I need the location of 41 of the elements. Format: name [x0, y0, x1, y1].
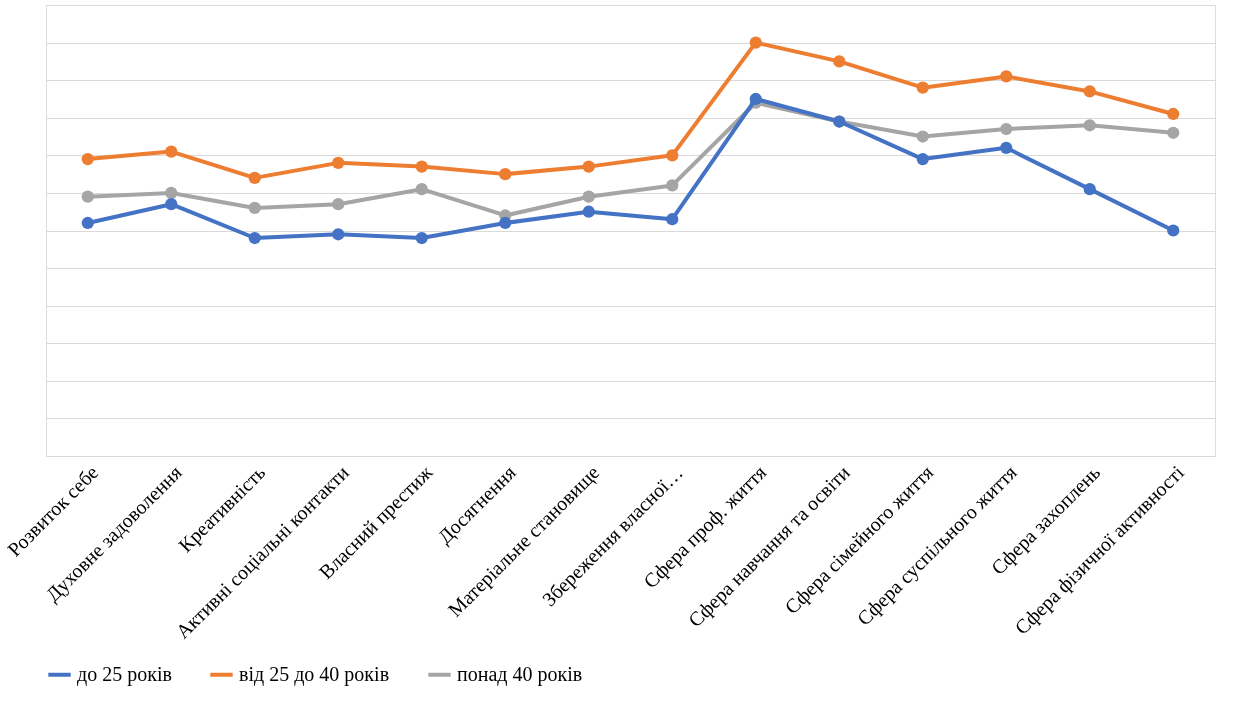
- point: [582, 190, 595, 203]
- point: [1167, 224, 1180, 237]
- point: [916, 130, 929, 143]
- point: [248, 171, 261, 184]
- point: [749, 36, 762, 49]
- point: [1000, 141, 1013, 154]
- point: [582, 205, 595, 218]
- point: [833, 55, 846, 68]
- point: [332, 156, 345, 169]
- point: [582, 160, 595, 173]
- point: [165, 198, 178, 211]
- point: [248, 231, 261, 245]
- point: [248, 201, 261, 215]
- point: [1167, 107, 1180, 121]
- point: [1000, 122, 1013, 136]
- point: [165, 145, 178, 158]
- point: [1167, 126, 1180, 139]
- point: [499, 216, 512, 230]
- point: [749, 92, 762, 106]
- legend-label: від 25 до 40 років: [239, 662, 390, 686]
- point: [332, 228, 345, 241]
- point: [415, 231, 428, 245]
- point: [332, 198, 345, 211]
- point: [1083, 119, 1096, 132]
- point: [666, 149, 679, 162]
- point: [1000, 70, 1013, 83]
- legend-label: до 25 років: [77, 662, 172, 686]
- point: [81, 190, 94, 203]
- point: [666, 213, 679, 226]
- point: [165, 186, 178, 200]
- point: [81, 216, 94, 230]
- point: [1083, 85, 1096, 98]
- legend-label: понад 40 років: [457, 662, 583, 686]
- point: [916, 152, 929, 166]
- point: [415, 160, 428, 173]
- point: [1083, 183, 1096, 196]
- point: [666, 179, 679, 192]
- point: [81, 152, 94, 166]
- point: [916, 81, 929, 94]
- point: [415, 183, 428, 196]
- point: [499, 168, 512, 181]
